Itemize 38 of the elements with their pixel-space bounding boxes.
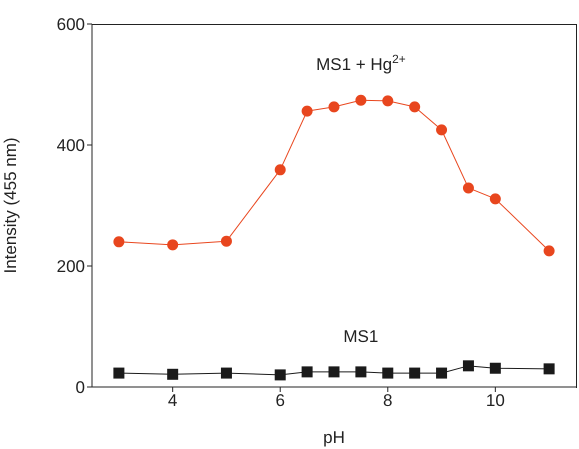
y-tick-label: 0 [76,378,85,398]
x-axis-title: pH [323,428,345,447]
x-tick-label: 4 [168,391,178,410]
point [302,366,313,378]
point [328,366,340,378]
x-tick-label: 6 [275,391,285,410]
point [274,164,286,176]
point [436,124,448,136]
point [113,236,124,248]
point [462,182,474,194]
point [220,368,232,379]
point [220,236,232,247]
x-tick-label: 10 [486,391,505,410]
point [462,360,474,372]
point [113,368,124,379]
point [490,193,501,204]
point [167,239,178,250]
x-tick-label: 8 [383,391,393,410]
point [409,101,420,112]
y-tick-label: 600 [56,15,85,34]
y-tick-label: 400 [56,136,85,156]
point [409,368,420,379]
point [490,362,501,374]
point [436,368,448,379]
point [382,95,394,106]
series-label: MS1 [343,326,378,346]
point [544,245,555,256]
y-tick-label: 200 [56,257,85,276]
point [302,106,313,117]
point [328,101,340,112]
point [544,363,555,374]
point [274,369,286,380]
point [167,368,178,380]
series-label: MS1 + Hg$^{2+}$ [316,52,406,74]
point [382,368,394,379]
point [355,366,366,378]
point [355,94,366,106]
y-axis-title: Intensity (455 nm) [1,137,20,274]
